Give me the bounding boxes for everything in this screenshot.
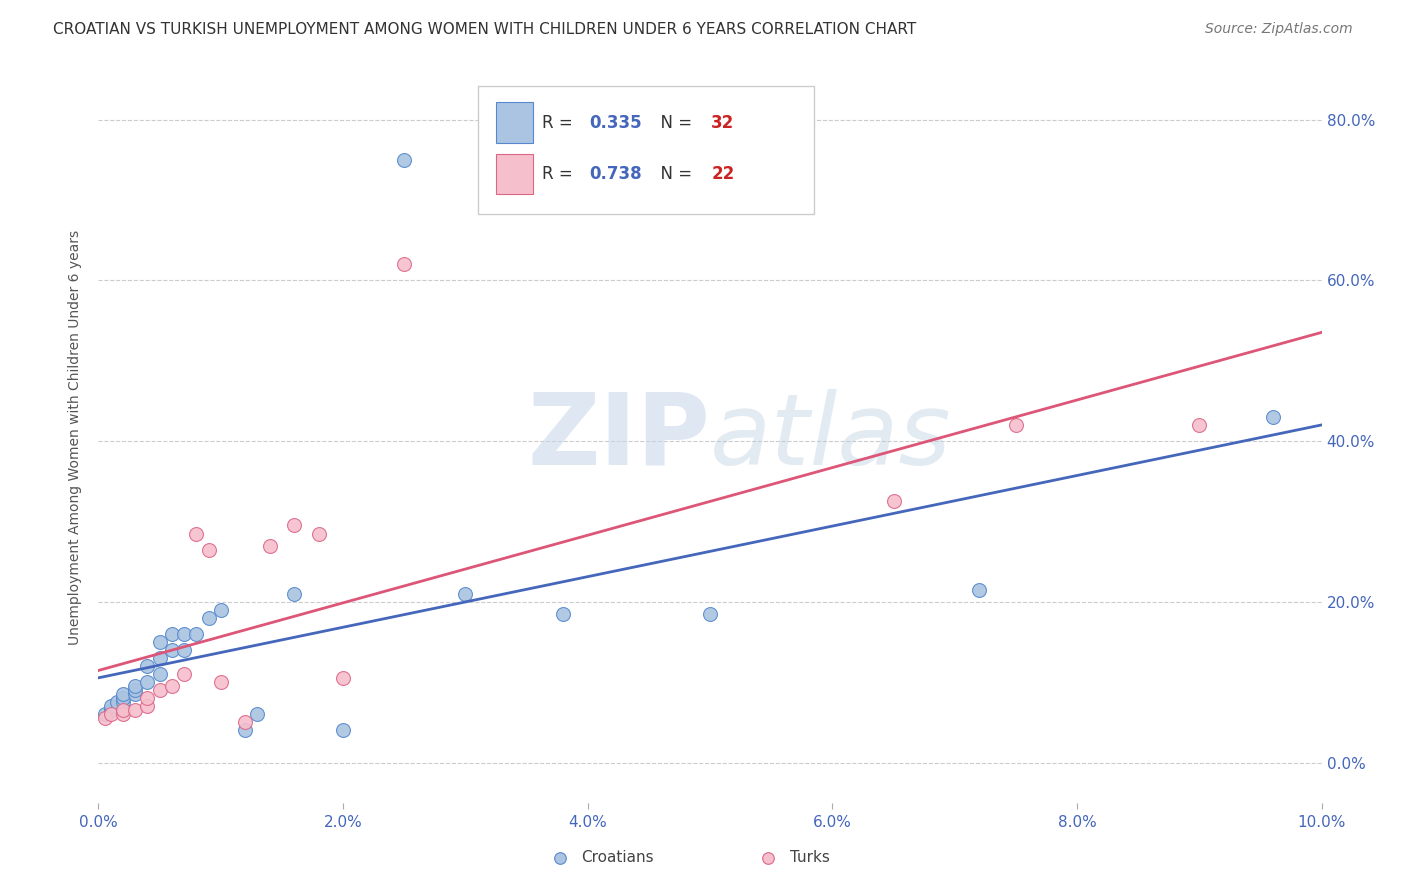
- Point: [883, 494, 905, 508]
- Point: [105, 695, 128, 709]
- Point: [111, 691, 134, 706]
- Point: [93, 711, 115, 725]
- Point: [173, 627, 195, 641]
- Point: [454, 587, 477, 601]
- Point: [967, 582, 990, 597]
- Text: Croatians: Croatians: [582, 850, 654, 865]
- Text: N =: N =: [650, 113, 697, 131]
- Text: Source: ZipAtlas.com: Source: ZipAtlas.com: [1205, 22, 1353, 37]
- Point: [93, 707, 115, 722]
- Point: [100, 703, 122, 717]
- Point: [392, 153, 416, 167]
- Text: 0.738: 0.738: [589, 165, 641, 183]
- Point: [136, 691, 159, 706]
- Text: 0.335: 0.335: [589, 113, 641, 131]
- Point: [233, 723, 256, 738]
- Point: [392, 257, 416, 271]
- Point: [149, 667, 172, 681]
- Point: [124, 679, 146, 693]
- Point: [160, 627, 183, 641]
- Point: [149, 651, 172, 665]
- Point: [332, 671, 354, 685]
- Point: [197, 611, 219, 625]
- Point: [111, 707, 134, 722]
- Text: Turks: Turks: [790, 850, 830, 865]
- Point: [1188, 417, 1211, 432]
- Point: [124, 703, 146, 717]
- Point: [160, 643, 183, 657]
- Point: [1261, 409, 1284, 424]
- Point: [100, 699, 122, 714]
- Point: [233, 715, 256, 730]
- Point: [160, 679, 183, 693]
- Point: [332, 723, 354, 738]
- FancyBboxPatch shape: [496, 153, 533, 194]
- Point: [283, 587, 305, 601]
- Point: [149, 683, 172, 698]
- Point: [149, 635, 172, 649]
- Text: atlas: atlas: [710, 389, 952, 485]
- Point: [259, 539, 281, 553]
- Point: [246, 707, 269, 722]
- Point: [124, 683, 146, 698]
- Point: [111, 703, 134, 717]
- Point: [136, 675, 159, 690]
- Point: [136, 659, 159, 673]
- Text: ZIP: ZIP: [527, 389, 710, 485]
- Y-axis label: Unemployment Among Women with Children Under 6 years: Unemployment Among Women with Children U…: [69, 229, 83, 645]
- Point: [173, 667, 195, 681]
- Text: 22: 22: [711, 165, 734, 183]
- Point: [186, 627, 208, 641]
- Point: [136, 699, 159, 714]
- Text: 32: 32: [711, 113, 734, 131]
- Text: R =: R =: [543, 165, 578, 183]
- FancyBboxPatch shape: [496, 103, 533, 143]
- Point: [197, 542, 219, 557]
- Point: [111, 695, 134, 709]
- Point: [1004, 417, 1026, 432]
- Point: [124, 687, 146, 701]
- Text: CROATIAN VS TURKISH UNEMPLOYMENT AMONG WOMEN WITH CHILDREN UNDER 6 YEARS CORRELA: CROATIAN VS TURKISH UNEMPLOYMENT AMONG W…: [53, 22, 917, 37]
- Point: [186, 526, 208, 541]
- FancyBboxPatch shape: [478, 86, 814, 214]
- Text: R =: R =: [543, 113, 578, 131]
- Point: [283, 518, 305, 533]
- Point: [699, 607, 721, 621]
- Point: [209, 603, 232, 617]
- Point: [100, 707, 122, 722]
- Point: [308, 526, 330, 541]
- Point: [173, 643, 195, 657]
- Point: [111, 687, 134, 701]
- Text: N =: N =: [650, 165, 697, 183]
- Point: [553, 607, 575, 621]
- Point: [209, 675, 232, 690]
